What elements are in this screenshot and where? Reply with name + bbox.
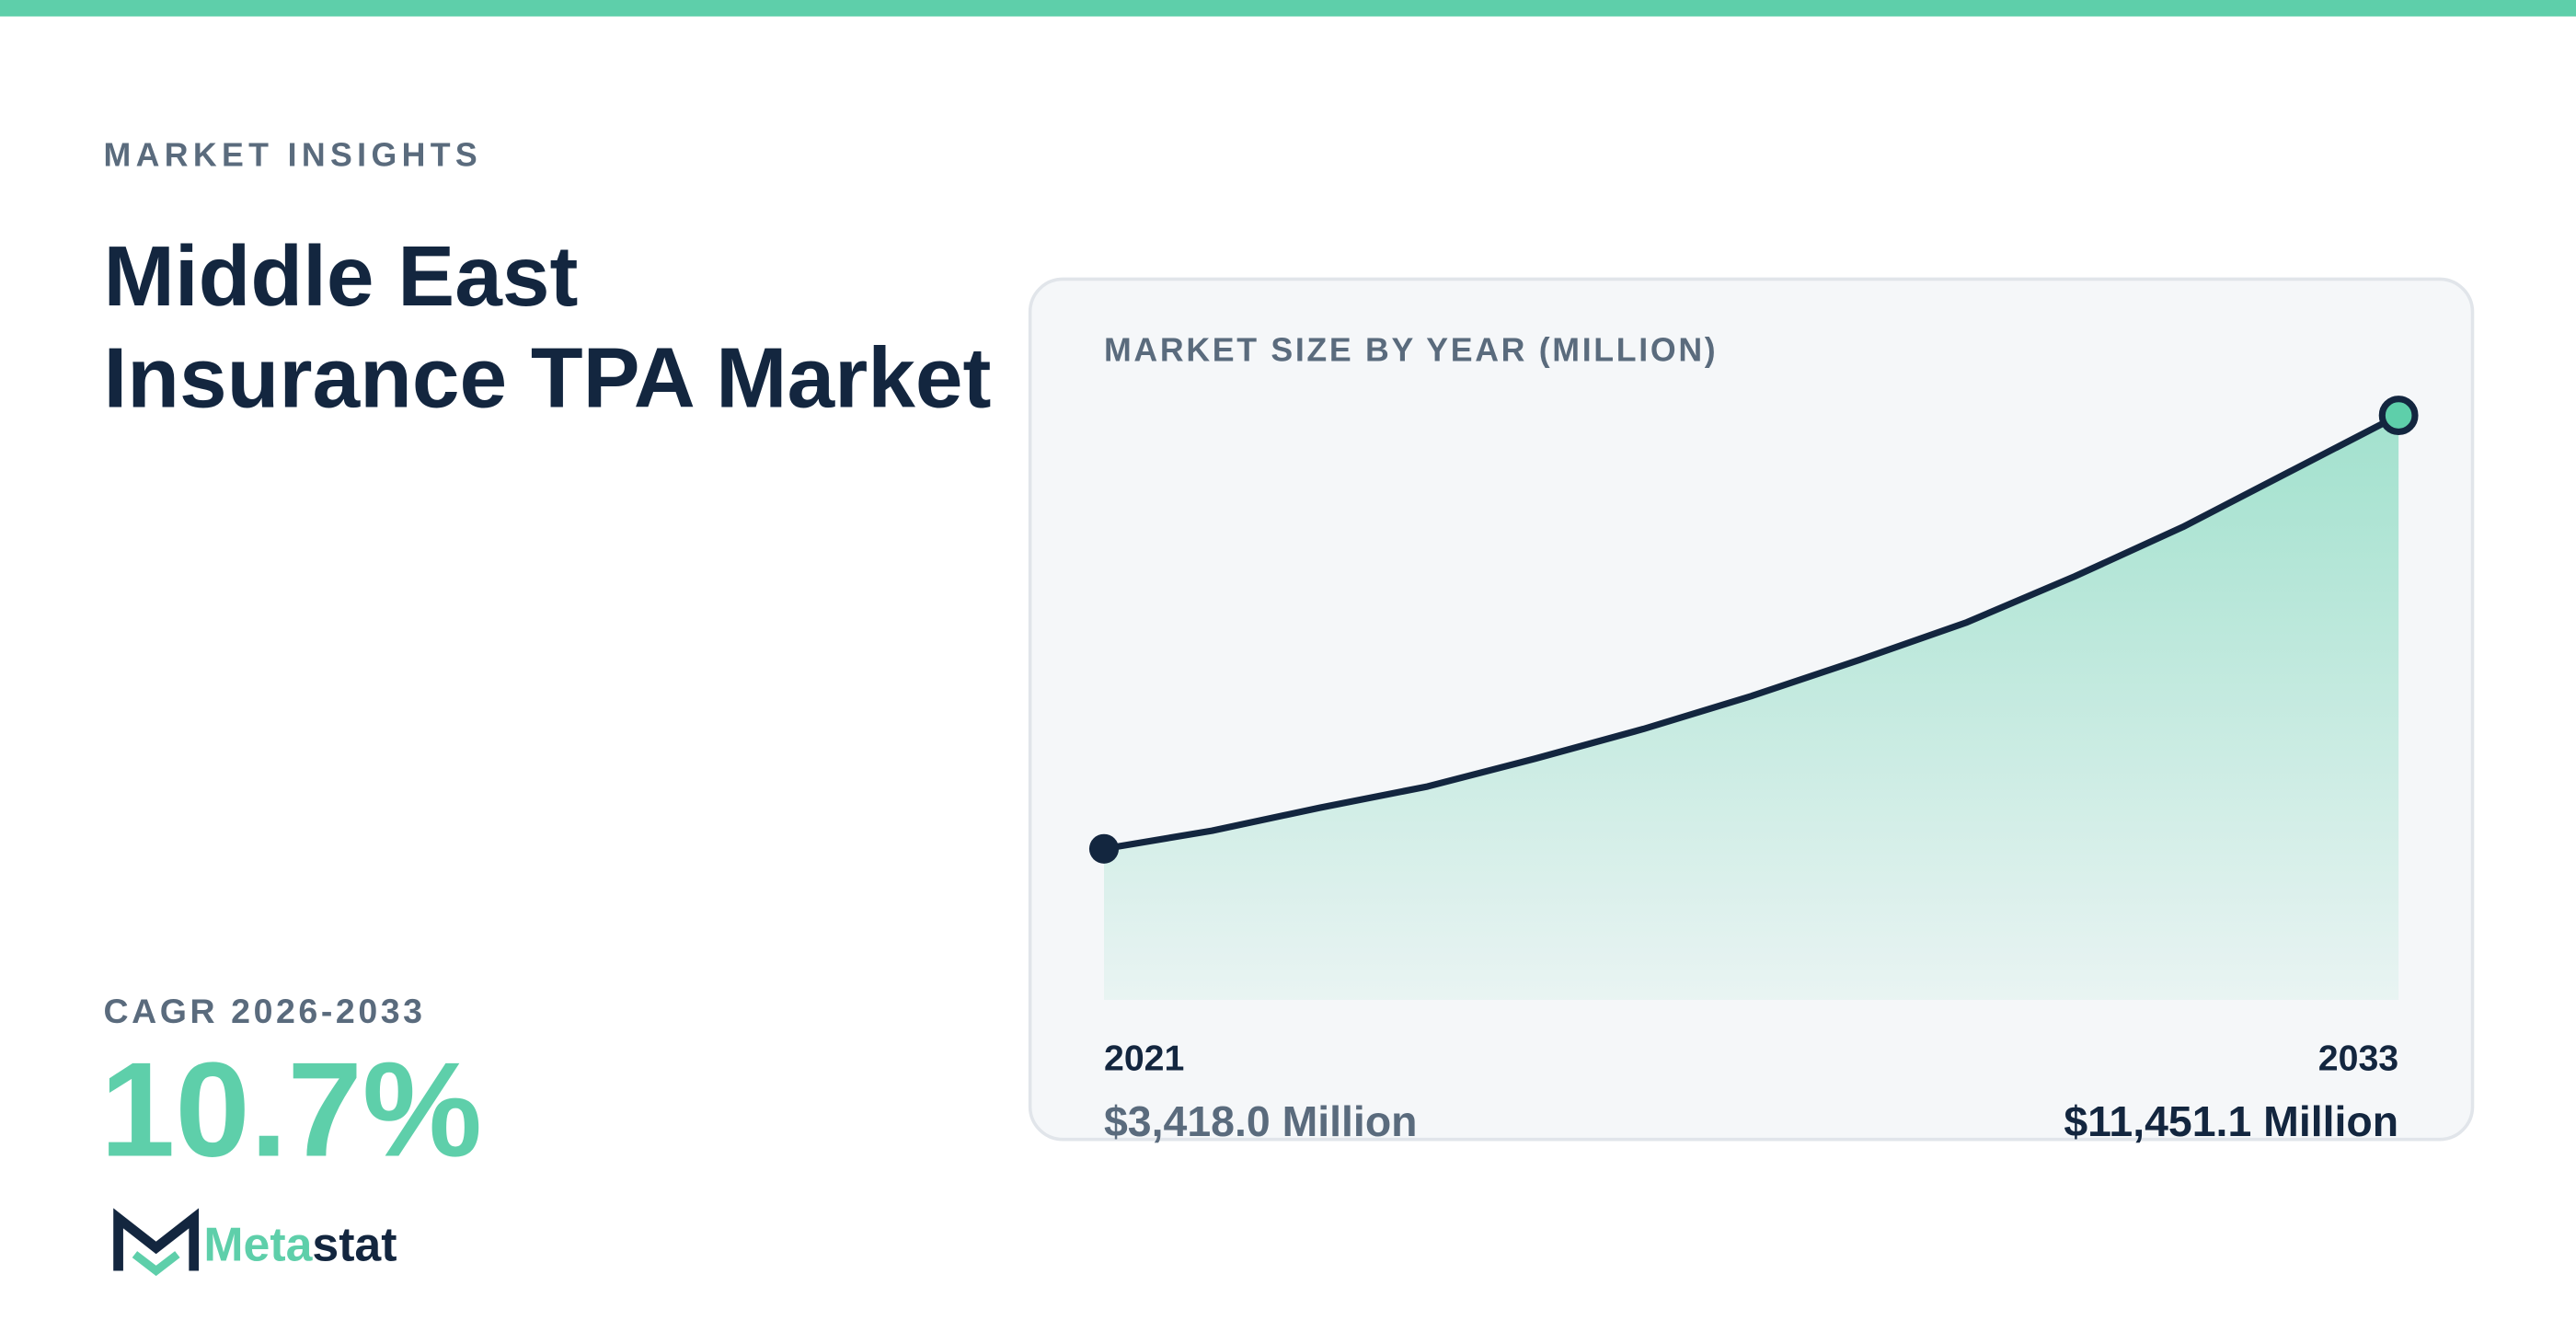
- line: [1103, 412, 2400, 853]
- x-label: 2033: [2318, 1039, 2398, 1079]
- eyebrow: MARKET INSIGHTS: [103, 136, 482, 173]
- value-label: $3,418.0 Million: [1104, 1097, 1418, 1145]
- logo-icon: [132, 1251, 180, 1277]
- title-line: Insurance TPA Market: [103, 330, 991, 426]
- chart-title: MARKET SIZE BY YEAR (MILLION): [1104, 332, 1718, 369]
- plot: 2021 2033 $3,418.0 Million $11,451.1 Millio…: [1088, 396, 2419, 1145]
- cagr-label: CAGR 2026-2033: [103, 992, 425, 1030]
- end-point: [2378, 396, 2419, 435]
- logo-prefix: Meta: [203, 1218, 313, 1271]
- title-line: Middle East: [103, 228, 578, 324]
- area: [1104, 415, 2399, 1000]
- top-bar: [0, 0, 2576, 17]
- x-label: 2021: [1104, 1039, 1184, 1079]
- start-point: [1088, 833, 1120, 864]
- logo-text: Metastat: [203, 1218, 397, 1271]
- logo: Metastat: [113, 1208, 397, 1277]
- value-label: $11,451.1 Million: [2064, 1097, 2398, 1145]
- cagr-value: 10.7%: [100, 1035, 482, 1186]
- logo-icon: [113, 1208, 200, 1271]
- logo-suffix: stat: [312, 1218, 397, 1271]
